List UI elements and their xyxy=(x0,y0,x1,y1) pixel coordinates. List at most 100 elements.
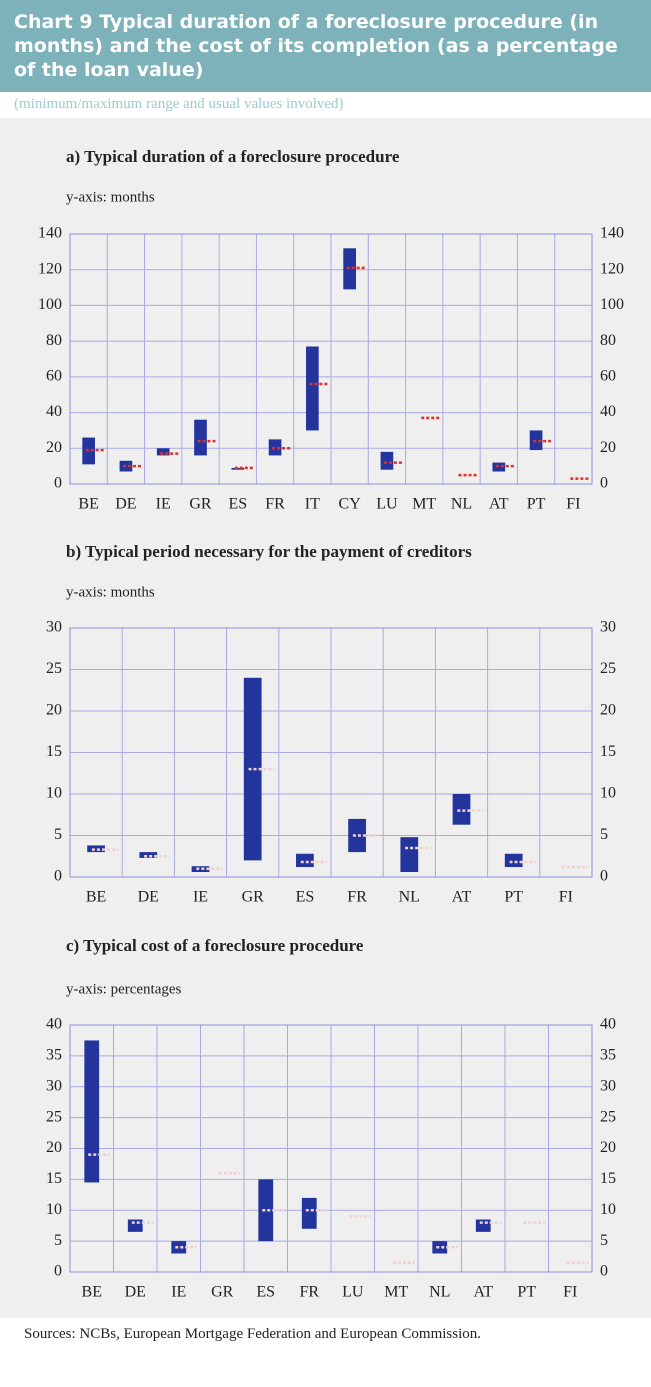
x-tick-label: IE xyxy=(156,496,171,513)
x-tick-label: FR xyxy=(265,496,285,513)
x-tick-label: BE xyxy=(86,889,106,906)
y-tick-label: 5 xyxy=(54,1232,62,1249)
y-tick-label: 60 xyxy=(46,368,62,385)
range-bar xyxy=(191,866,210,873)
y-tick-label: 0 xyxy=(54,475,62,492)
y-tick-label: 5 xyxy=(54,826,62,843)
x-tick-label: ES xyxy=(228,496,247,513)
x-tick-label: IT xyxy=(305,496,320,513)
y2-tick-label: 120 xyxy=(600,260,624,277)
y-tick-label: 40 xyxy=(46,403,62,420)
panel-title: a) Typical duration of a foreclosure pro… xyxy=(66,147,400,166)
range-bar xyxy=(301,1197,317,1229)
y2-tick-label: 20 xyxy=(600,439,616,456)
x-tick-label: PT xyxy=(527,496,546,513)
range-bar xyxy=(258,1179,274,1242)
y-axis-label: y-axis: months xyxy=(66,189,155,205)
range-bar xyxy=(348,818,366,853)
chart-subtitle: (minimum/maximum range and usual values … xyxy=(14,96,344,112)
y2-tick-label: 0 xyxy=(600,475,608,492)
range-bar xyxy=(452,794,471,825)
range-bar xyxy=(156,448,170,456)
panel-title: b) Typical period necessary for the paym… xyxy=(66,542,472,561)
x-tick-label: LU xyxy=(342,1284,364,1301)
x-tick-label: IE xyxy=(171,1284,186,1301)
range-bar xyxy=(194,419,207,456)
y-tick-label: 25 xyxy=(46,660,62,677)
y-tick-label: 40 xyxy=(46,1016,62,1033)
y2-tick-label: 10 xyxy=(600,785,616,802)
y2-tick-label: 40 xyxy=(600,403,616,420)
y2-tick-label: 10 xyxy=(600,1201,616,1218)
x-tick-label: DE xyxy=(138,889,159,906)
y2-tick-label: 5 xyxy=(600,826,608,843)
plot-frame xyxy=(69,1024,593,1273)
y2-tick-label: 140 xyxy=(600,225,624,242)
y-tick-label: 30 xyxy=(46,619,62,636)
y-tick-label: 35 xyxy=(46,1047,62,1064)
range-bar xyxy=(400,837,419,873)
x-tick-label: LU xyxy=(376,496,398,513)
panel-title: c) Typical cost of a foreclosure procedu… xyxy=(66,936,364,955)
y2-tick-label: 80 xyxy=(600,332,616,349)
y2-tick-label: 30 xyxy=(600,619,616,636)
y2-tick-label: 40 xyxy=(600,1016,616,1033)
x-tick-label: ES xyxy=(256,1284,275,1301)
x-tick-label: FI xyxy=(559,889,573,906)
x-tick-label: DE xyxy=(125,1284,146,1301)
range-bar xyxy=(380,451,394,470)
y2-tick-label: 30 xyxy=(600,1077,616,1094)
range-bar xyxy=(504,853,523,868)
range-bar xyxy=(475,1219,491,1232)
x-tick-label: MT xyxy=(384,1284,408,1301)
y-tick-label: 15 xyxy=(46,743,62,760)
y-tick-label: 30 xyxy=(46,1077,62,1094)
y-tick-label: 140 xyxy=(38,225,62,242)
x-tick-label: AT xyxy=(473,1284,493,1301)
x-tick-label: CY xyxy=(339,496,362,513)
y2-tick-label: 15 xyxy=(600,743,616,760)
chart-title: Chart 9 Typical duration of a foreclosur… xyxy=(0,0,651,92)
range-bar xyxy=(84,1040,100,1183)
x-tick-label: NL xyxy=(429,1284,450,1301)
y2-tick-label: 0 xyxy=(600,868,608,885)
y2-tick-label: 0 xyxy=(600,1263,608,1280)
x-tick-label: AT xyxy=(489,496,509,513)
range-bar xyxy=(432,1241,448,1254)
y-tick-label: 20 xyxy=(46,702,62,719)
x-tick-label: DE xyxy=(115,496,136,513)
plot-frame xyxy=(69,627,593,878)
range-bar xyxy=(87,845,105,853)
y-tick-label: 120 xyxy=(38,260,62,277)
y2-tick-label: 5 xyxy=(600,1232,608,1249)
y-tick-label: 20 xyxy=(46,1139,62,1156)
x-tick-label: MT xyxy=(412,496,436,513)
x-tick-label: NL xyxy=(451,496,472,513)
y-tick-label: 15 xyxy=(46,1170,62,1187)
x-tick-label: PT xyxy=(517,1284,536,1301)
x-tick-label: BE xyxy=(82,1284,102,1301)
x-tick-label: PT xyxy=(504,889,523,906)
range-bar xyxy=(139,852,158,858)
x-tick-label: GR xyxy=(189,496,212,513)
y-tick-label: 0 xyxy=(54,1263,62,1280)
y2-tick-label: 60 xyxy=(600,368,616,385)
y2-tick-label: 35 xyxy=(600,1047,616,1064)
y-axis-label: y-axis: percentages xyxy=(66,981,182,997)
y2-tick-label: 25 xyxy=(600,1108,616,1125)
range-bar xyxy=(171,1241,187,1254)
y2-tick-label: 25 xyxy=(600,660,616,677)
x-tick-label: GR xyxy=(242,889,265,906)
y-tick-label: 20 xyxy=(46,439,62,456)
range-bar xyxy=(243,677,262,861)
x-tick-label: FR xyxy=(347,889,367,906)
y-tick-label: 10 xyxy=(46,1201,62,1218)
x-tick-label: FI xyxy=(563,1284,577,1301)
y-tick-label: 10 xyxy=(46,785,62,802)
x-tick-label: GR xyxy=(211,1284,234,1301)
range-bar xyxy=(296,853,314,868)
x-tick-label: BE xyxy=(78,496,98,513)
y-tick-label: 0 xyxy=(54,868,62,885)
x-tick-label: AT xyxy=(452,889,472,906)
